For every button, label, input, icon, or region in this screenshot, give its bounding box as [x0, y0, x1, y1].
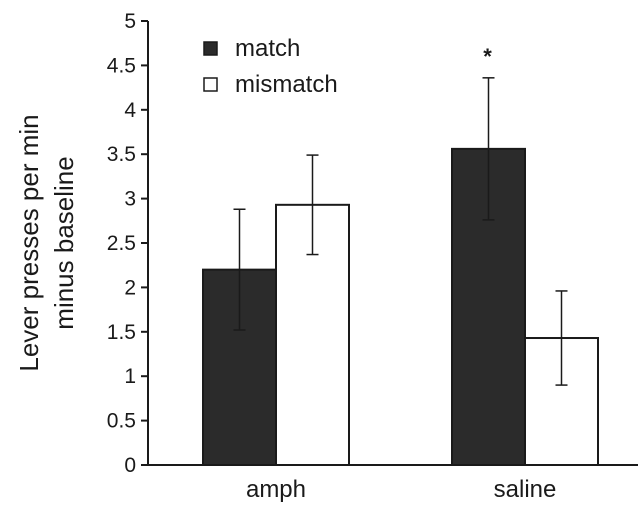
y-tick-label: 2.5	[107, 232, 136, 255]
y-tick-label: 1.5	[107, 321, 136, 344]
annotations: *	[483, 44, 492, 69]
legend-label-match: match	[235, 35, 300, 62]
error-bar-mismatch-saline	[555, 290, 568, 386]
y-tick-label: 3	[124, 188, 136, 211]
x-axis: amph saline	[148, 464, 638, 503]
y-axis-label-line-1: Lever presses per min	[14, 114, 44, 371]
significance-marker: *	[483, 44, 492, 69]
bars	[202, 77, 599, 467]
legend-label-mismatch: mismatch	[235, 71, 338, 98]
y-tick-label: 4	[124, 99, 136, 122]
y-tick-label: 0.5	[107, 410, 136, 433]
y-axis-label: Lever presses per min minus baseline	[14, 114, 79, 371]
legend-swatch-match	[203, 41, 218, 56]
y-tick-label: 4.5	[107, 54, 136, 77]
error-bar-match-amph	[233, 208, 246, 331]
y-tick-label: 2	[124, 276, 136, 299]
x-tick-label-saline: saline	[494, 476, 557, 503]
legend-swatch-mismatch	[203, 77, 218, 92]
error-bar-match-saline	[482, 77, 495, 221]
error-bar-mismatch-amph	[306, 154, 319, 256]
y-axis: 0 0.5 1 1.5 2 2.5 3 3.5 4 4.5 5	[107, 10, 149, 477]
y-tick-label: 5	[124, 10, 136, 33]
y-tick-label: 0	[124, 454, 136, 477]
y-tick-label: 3.5	[107, 143, 136, 166]
y-axis-label-line-2: minus baseline	[49, 156, 79, 329]
y-tick-label: 1	[124, 365, 136, 388]
x-tick-label-amph: amph	[246, 476, 306, 503]
legend: match mismatch	[203, 35, 338, 98]
